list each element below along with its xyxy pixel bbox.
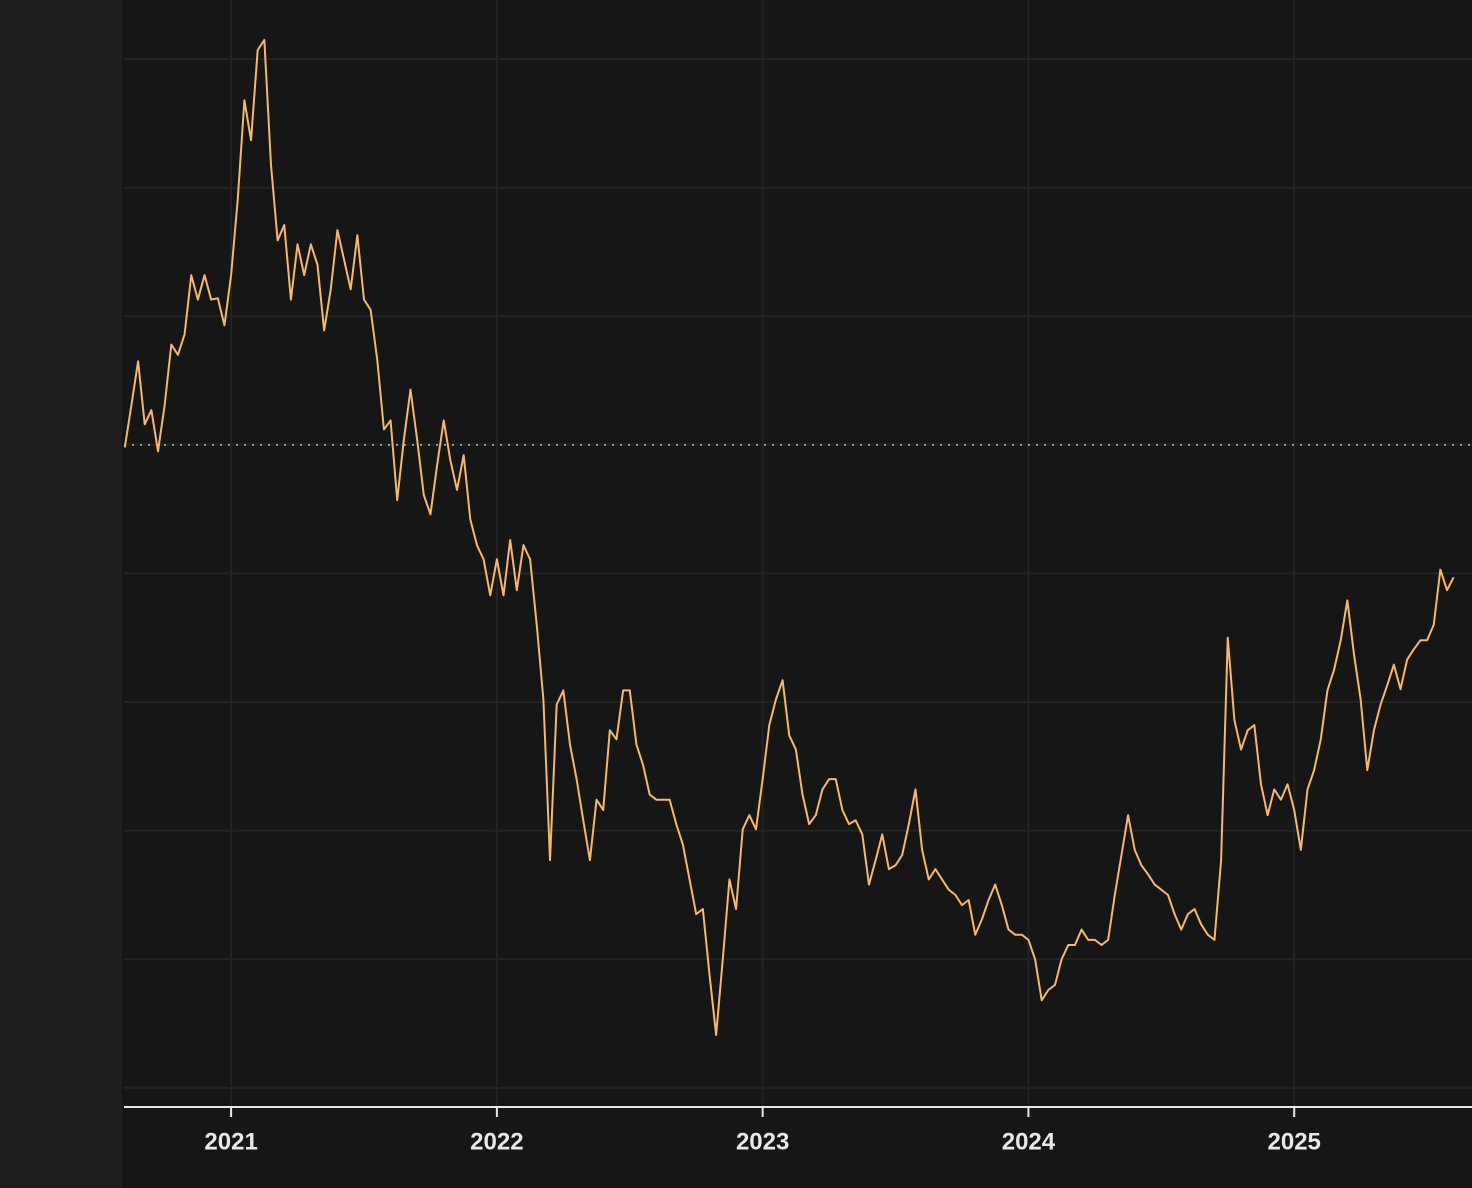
plot-background xyxy=(122,0,1472,1188)
x-tick-label: 2021 xyxy=(204,1128,257,1155)
x-tick-label: 2025 xyxy=(1268,1128,1321,1155)
side-panel xyxy=(0,0,122,1188)
price-line xyxy=(123,38,1455,1036)
x-tick-label: 2023 xyxy=(736,1128,789,1155)
x-tick-label: 2024 xyxy=(1002,1128,1056,1155)
x-tick-label: 2022 xyxy=(470,1128,523,1155)
